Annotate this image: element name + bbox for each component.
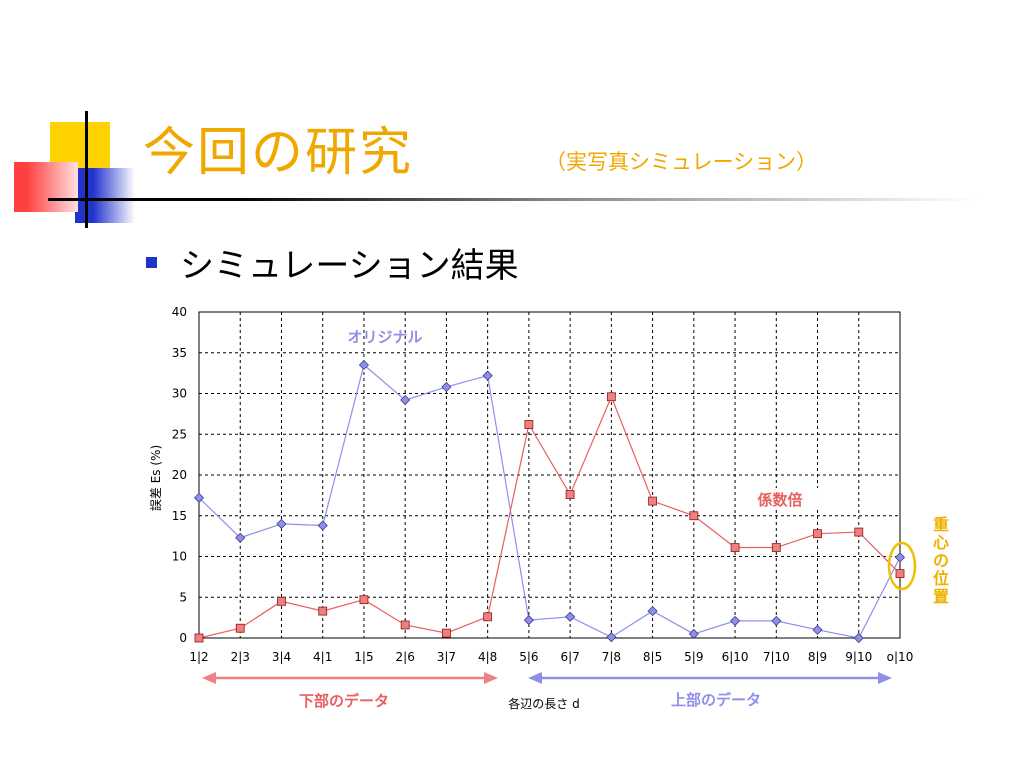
- lower-data-label: 下部のデータ: [299, 692, 389, 710]
- x-tick-label: 2|3: [231, 650, 250, 664]
- bullet-text: シミュレーション結果: [180, 246, 519, 286]
- y-tick-label: 25: [172, 427, 187, 441]
- data-point-scaled: [318, 606, 328, 616]
- x-tick-label: 5|6: [519, 650, 538, 664]
- data-point-scaled: [194, 633, 204, 643]
- data-point-original: [482, 370, 493, 381]
- data-point-original: [729, 615, 741, 626]
- x-tick-label: 8|9: [808, 650, 827, 664]
- data-point-scaled: [235, 623, 245, 633]
- x-tick-label: 8|5: [643, 650, 662, 664]
- data-point-scaled: [771, 543, 781, 552]
- data-point-scaled: [730, 543, 740, 552]
- data-point-original: [771, 615, 782, 626]
- y-tick-label: 10: [172, 550, 187, 564]
- series-label-original: オリジナル: [347, 328, 422, 346]
- x-tick-label: 2|6: [396, 650, 415, 664]
- x-tick-label: 6|10: [722, 650, 749, 664]
- upper-data-label: 上部のデータ: [671, 691, 761, 709]
- centroid-label-char: 位: [933, 569, 949, 588]
- data-point-scaled: [854, 527, 864, 537]
- x-tick-label: 5|9: [684, 650, 703, 664]
- data-point-scaled: [359, 595, 369, 605]
- upper-data-arrow: [528, 672, 892, 684]
- y-axis-label: 誤差 Es (%): [148, 445, 163, 511]
- y-tick-label: 0: [179, 631, 187, 645]
- y-tick-label: 40: [172, 305, 187, 319]
- y-tick-label: 30: [172, 387, 187, 401]
- data-point-scaled: [813, 529, 822, 539]
- y-tick-label: 5: [179, 590, 187, 604]
- data-point-original: [606, 632, 617, 643]
- deco-vertical-line: [85, 111, 88, 228]
- data-point-scaled: [442, 628, 451, 638]
- data-point-original: [894, 552, 906, 563]
- plot-frame: [198, 311, 901, 639]
- data-point-original: [441, 381, 452, 393]
- bullet-square-icon: [146, 257, 157, 268]
- centroid-label-char: の: [933, 551, 949, 570]
- data-point-scaled: [689, 511, 699, 521]
- series-markers: [193, 359, 906, 644]
- x-tick-labels: 1|2 2|3 3|4 4|1 1|5 2|6 3|7 4|8 5|6 6|7 7|8 8|5 5|9 6…: [189, 650, 913, 664]
- y-tick-labels: 0 5 10 15 20 25 30 35 40: [172, 305, 187, 645]
- data-point-original: [358, 359, 370, 371]
- title-rule: [48, 198, 978, 201]
- x-tick-label: o|10: [887, 650, 914, 664]
- series-lines: [198, 363, 901, 639]
- data-point-original: [853, 632, 864, 644]
- data-point-original: [235, 532, 246, 543]
- y-tick-label: 35: [172, 346, 187, 360]
- x-tick-label: 1|2: [189, 650, 208, 664]
- data-point-original: [523, 615, 534, 626]
- data-point-scaled: [648, 496, 657, 506]
- x-tick-label: 3|4: [272, 650, 291, 664]
- x-tick-label: 7|10: [763, 650, 790, 664]
- data-point-scaled: [606, 392, 616, 402]
- data-point-original: [647, 606, 658, 617]
- centroid-label-char: 心: [933, 533, 949, 552]
- deco-red-square: [14, 162, 78, 212]
- x-tick-label: 9|10: [845, 650, 872, 664]
- data-point-original: [400, 394, 411, 406]
- data-point-scaled: [565, 490, 575, 499]
- data-point-original: [317, 520, 328, 531]
- data-point-original: [193, 492, 205, 503]
- page-title: 今回の研究: [143, 123, 414, 183]
- x-tick-label: 4|8: [478, 650, 497, 664]
- series-line-0: [198, 363, 901, 639]
- data-point-scaled: [483, 612, 493, 622]
- data-point-scaled: [895, 569, 905, 579]
- data-point-scaled: [400, 620, 410, 630]
- x-tick-label: 1|5: [354, 650, 373, 664]
- x-tick-label: 3|7: [437, 650, 456, 664]
- x-axis-label: 各辺の長さ d: [508, 696, 579, 711]
- x-tick-label: 7|8: [602, 650, 621, 664]
- centroid-highlight-ellipse: [887, 541, 917, 591]
- data-point-scaled: [277, 596, 286, 606]
- data-point-original: [812, 624, 823, 635]
- chart-grid: [199, 312, 900, 638]
- centroid-label-char: 重: [933, 515, 949, 534]
- x-tick-label: 4|1: [313, 650, 332, 664]
- data-point-original: [276, 518, 287, 529]
- page-subtitle: （実写真シミュレーション）: [545, 150, 818, 174]
- series-label-scaled-bg: [744, 488, 818, 510]
- x-tick-label: 6|7: [560, 650, 579, 664]
- centroid-label-char: 置: [933, 587, 949, 606]
- series-label-scaled: 係数倍: [757, 491, 802, 509]
- y-tick-label: 20: [172, 468, 187, 482]
- data-point-original: [565, 611, 576, 622]
- data-point-scaled: [524, 420, 534, 429]
- y-tick-label: 15: [172, 509, 187, 523]
- series-line-1: [198, 395, 901, 639]
- data-point-original: [688, 628, 699, 639]
- lower-data-arrow: [202, 672, 498, 684]
